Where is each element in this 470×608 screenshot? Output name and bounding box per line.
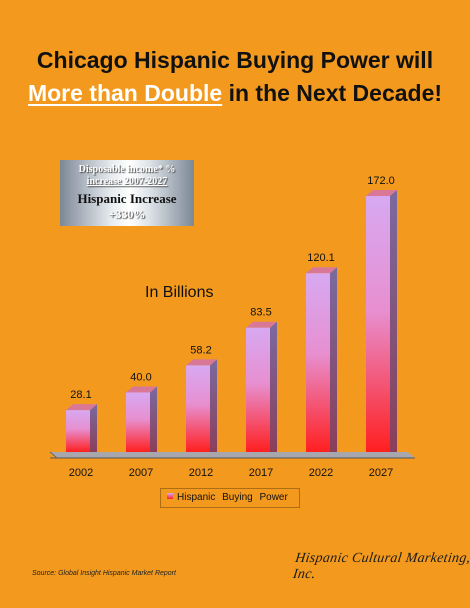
bar-top [66, 404, 97, 411]
bar [246, 327, 270, 452]
x-tick-label: 2027 [369, 467, 393, 479]
bar-side [270, 321, 277, 452]
data-label: 40.0 [130, 371, 151, 383]
increase-info-box: Disposable income* % increase 2007-2027 … [60, 160, 194, 226]
title-rest: in the Next Decade! [222, 80, 443, 106]
bar-side [330, 267, 337, 452]
bar-side [210, 359, 217, 452]
info-box-line4: +330% [108, 207, 146, 221]
title-highlight: More than Double [27, 80, 223, 106]
chart-legend: Hispanic Buying Power [160, 488, 300, 508]
bar-side [150, 386, 157, 452]
bar-top [186, 359, 217, 366]
chart-title-line2: More than Double in the Next Decade! [0, 79, 470, 107]
chart-floor [50, 452, 415, 458]
x-tick-label: 2007 [129, 467, 153, 479]
bar [366, 196, 390, 452]
data-label: 172.0 [367, 175, 395, 187]
floor-edge [49, 451, 58, 459]
x-tick-label: 2022 [309, 467, 333, 479]
x-tick-label: 2017 [249, 467, 273, 479]
bar [126, 392, 150, 452]
info-box-line2: increase 2007-2027 [86, 176, 168, 187]
source-note: Source: Global Insight Hispanic Market R… [32, 570, 176, 577]
bar-top [366, 190, 397, 196]
x-tick-label: 2002 [69, 467, 93, 479]
bar-side [90, 404, 97, 452]
brand-logo-text: Hispanic Cultural Marketing, Inc. [291, 551, 470, 582]
data-label: 83.5 [250, 307, 271, 319]
bar [306, 273, 330, 452]
info-box-line3: Hispanic Increase [77, 191, 177, 206]
chart-title-line1: Chicago Hispanic Buying Power will [36, 47, 434, 73]
bar-top [126, 386, 157, 393]
bar-top [306, 267, 337, 274]
info-box-line1: Disposable income* % [78, 164, 176, 175]
data-label: 58.2 [190, 344, 211, 356]
data-label: 28.1 [70, 389, 91, 401]
legend-swatch [167, 493, 173, 499]
x-tick-label: 2012 [189, 467, 213, 479]
bar-top [246, 321, 277, 328]
bar-side [390, 190, 397, 452]
data-label: 120.1 [307, 252, 335, 264]
legend-label: Hispanic Buying Power [177, 492, 288, 503]
unit-label: In Billions [145, 284, 214, 301]
bar [66, 410, 90, 452]
bar [186, 365, 210, 452]
